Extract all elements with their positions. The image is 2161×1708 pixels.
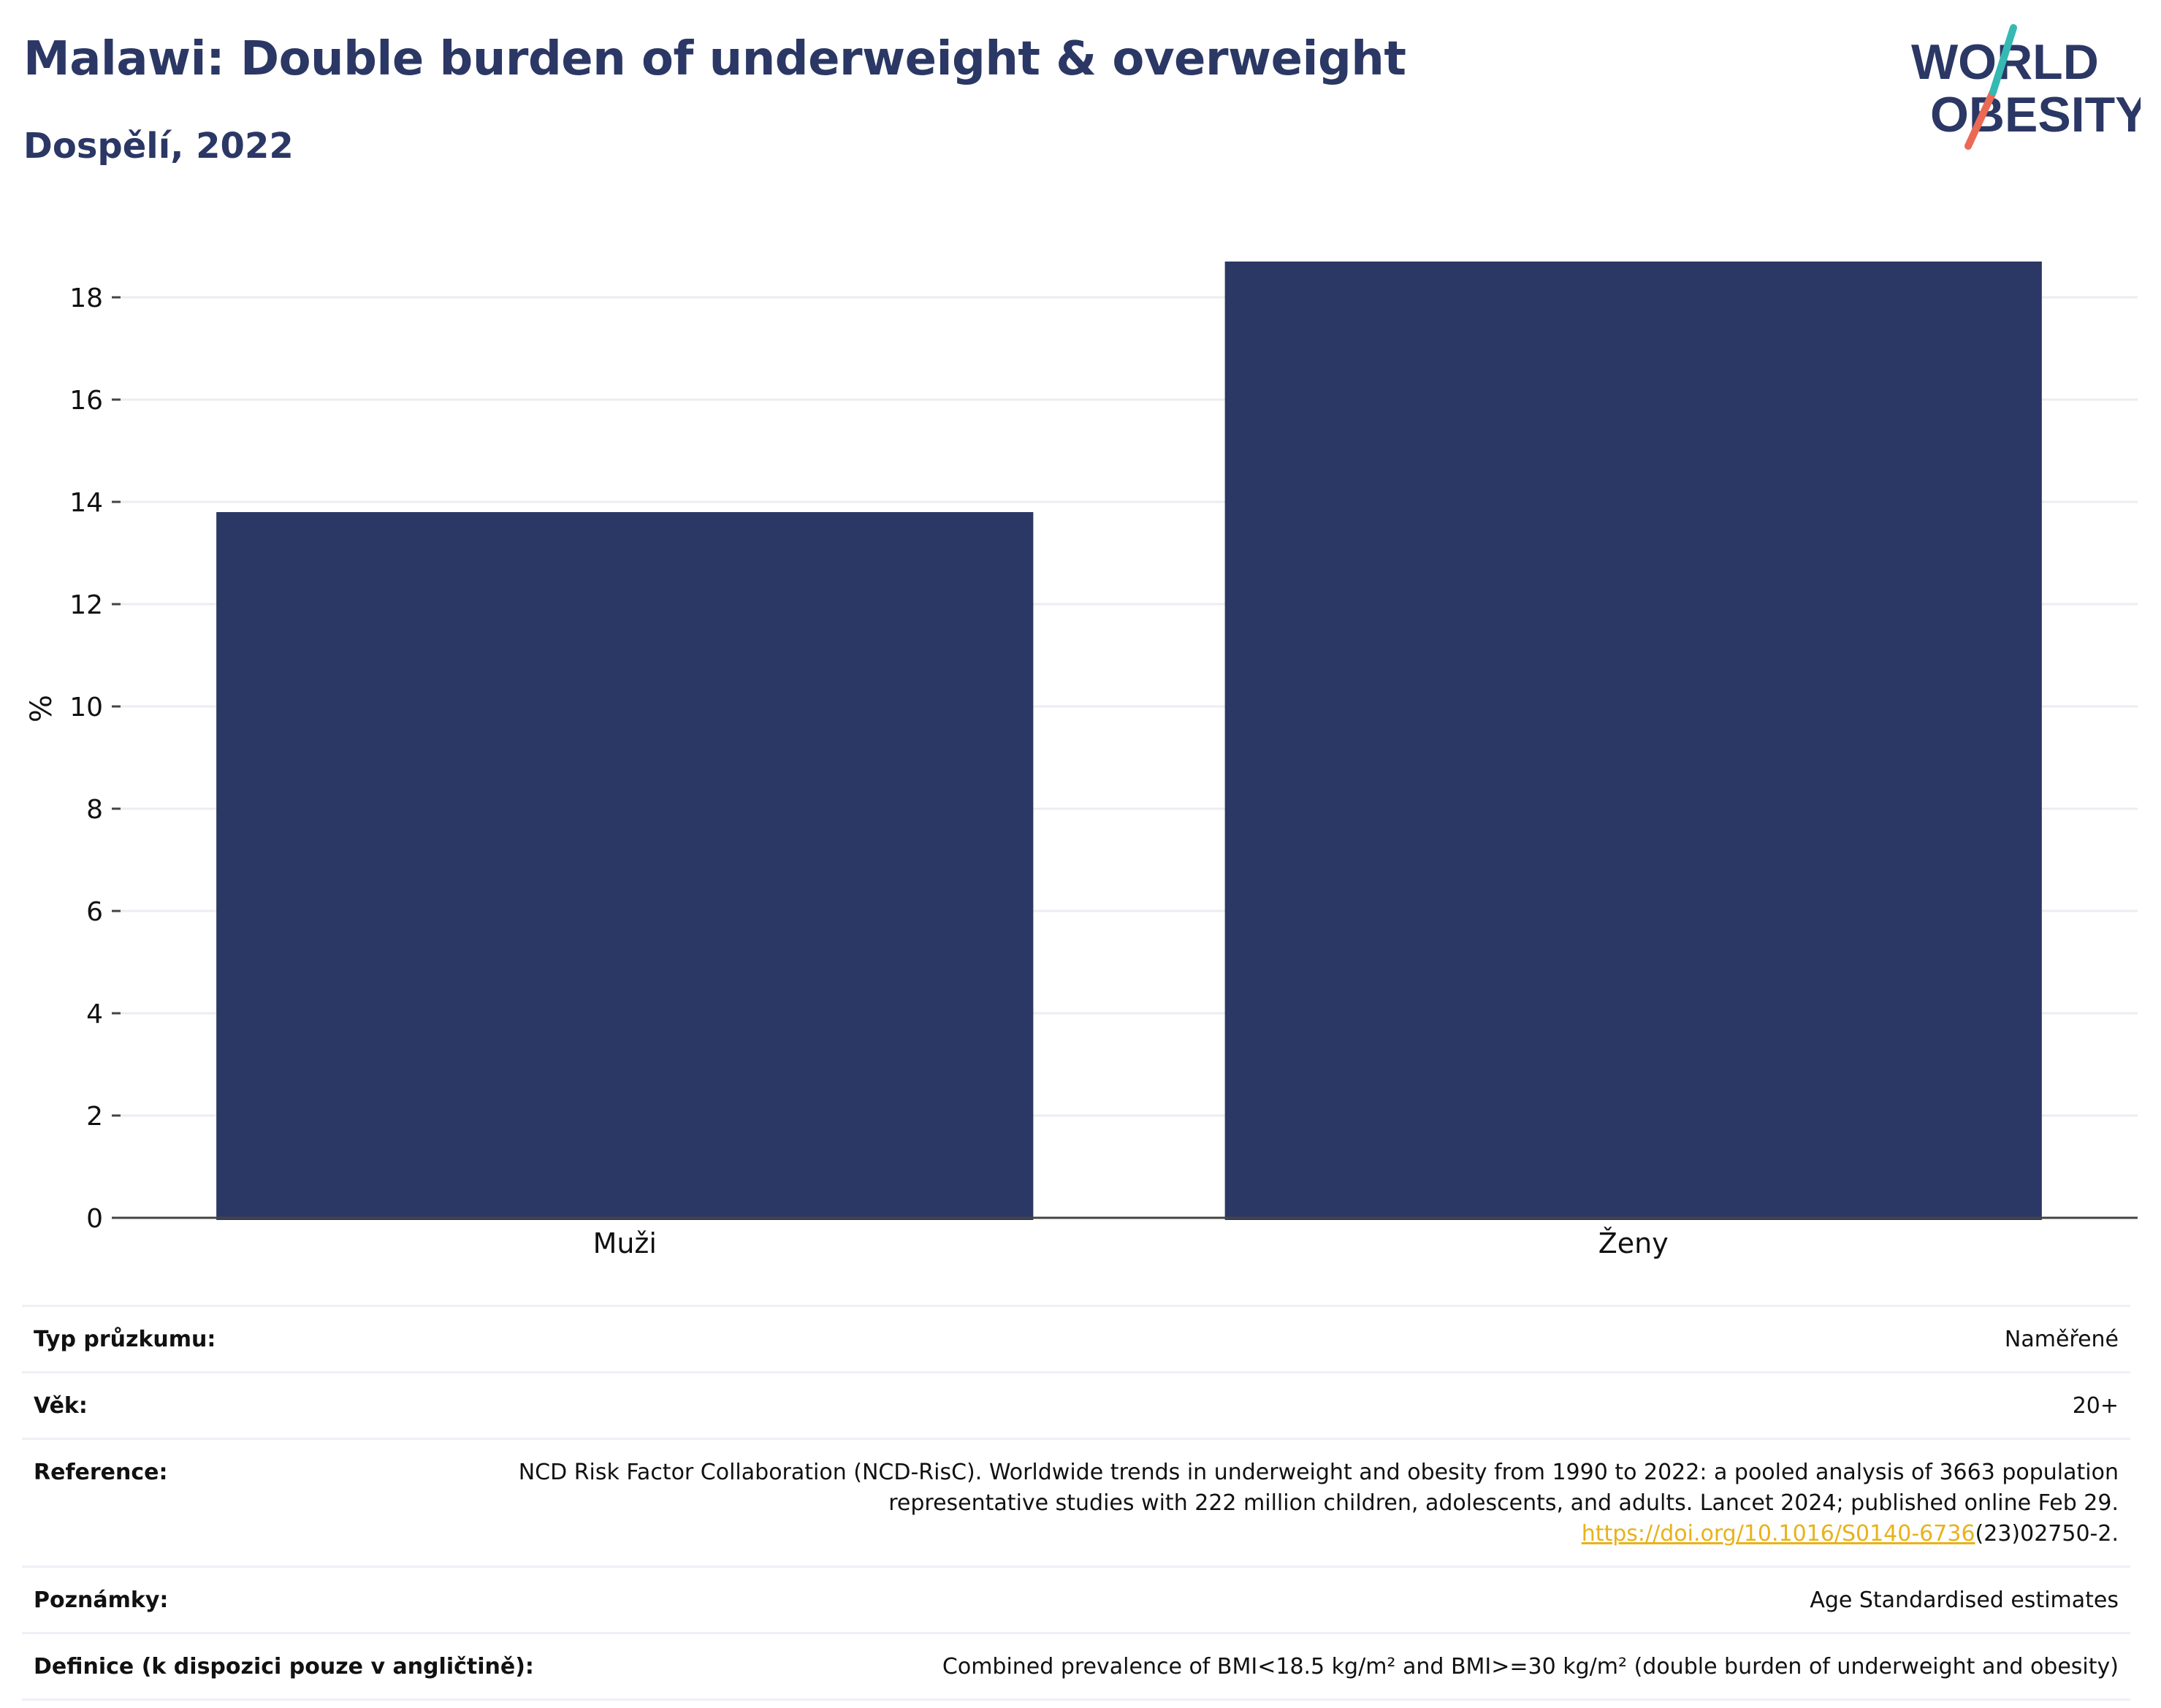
logo-teal-slash <box>1989 24 2017 96</box>
chart-subtitle: Dospělí, 2022 <box>23 126 294 167</box>
logo-line2: OBESITY <box>1930 87 2141 142</box>
y-tick-label: 16 <box>69 386 103 416</box>
reference-doi-link[interactable]: https://doi.org/10.1016/S0140-6736 <box>1581 1521 1975 1547</box>
meta-row-definition: Definice (k dispozici pouze v angličtině… <box>22 1632 2130 1701</box>
y-tick-label: 14 <box>69 488 103 518</box>
y-axis-label: % <box>25 695 58 723</box>
survey-type-value: Naměřené <box>2004 1327 2119 1352</box>
x-category-label: Muži <box>593 1227 657 1259</box>
metadata-table: Typ průzkumu: Naměřené Věk: 20+ Referenc… <box>22 1305 2130 1701</box>
meta-row-notes: Poznámky: Age Standardised estimates <box>22 1566 2130 1632</box>
bar-chart: 0 2 4 6 8 10 12 14 16 18 Muži Ženy % <box>25 262 2138 1259</box>
logo-coral-slash <box>1964 88 1997 150</box>
reference-suffix: (23)02750-2. <box>1975 1521 2119 1547</box>
y-tick-label: 8 <box>86 795 103 825</box>
y-tick-label: 10 <box>69 693 103 723</box>
y-tick-label: 2 <box>86 1102 103 1132</box>
y-tick-label: 6 <box>86 897 103 927</box>
notes-label: Poznámky: <box>34 1587 169 1613</box>
definition-value: Combined prevalence of BMI<18.5 kg/m² an… <box>942 1654 2119 1680</box>
reference-label: Reference: <box>34 1460 168 1485</box>
bar-1[interactable] <box>1224 262 2042 1220</box>
bar-0[interactable] <box>216 512 1034 1220</box>
meta-row-age: Věk: 20+ <box>22 1371 2130 1438</box>
survey-type-label: Typ průzkumu: <box>34 1327 216 1352</box>
notes-value: Age Standardised estimates <box>1810 1587 2119 1613</box>
reference-value: NCD Risk Factor Collaboration (NCD-RisC)… <box>482 1457 2119 1549</box>
definition-label: Definice (k dispozici pouze v angličtině… <box>34 1654 534 1680</box>
y-tick-label: 12 <box>69 590 103 620</box>
y-tick-label: 0 <box>86 1204 103 1234</box>
bars <box>216 262 2042 1220</box>
world-obesity-logo: WORLD OBESITY <box>1911 24 2141 150</box>
x-category-label: Ženy <box>1598 1227 1669 1259</box>
chart-title: Malawi: Double burden of underweight & o… <box>23 32 1406 86</box>
meta-row-reference: Reference: NCD Risk Factor Collaboration… <box>22 1438 2130 1566</box>
x-axis-categories: Muži Ženy <box>593 1227 1669 1259</box>
age-label: Věk: <box>34 1393 88 1419</box>
meta-row-survey-type: Typ průzkumu: Naměřené <box>22 1305 2130 1371</box>
y-tick-label: 4 <box>86 999 103 1029</box>
y-axis-ticks: 0 2 4 6 8 10 12 14 16 18 <box>69 283 121 1234</box>
y-tick-label: 18 <box>69 283 103 313</box>
reference-text: NCD Risk Factor Collaboration (NCD-RisC)… <box>518 1460 2119 1516</box>
age-value: 20+ <box>2072 1393 2119 1419</box>
